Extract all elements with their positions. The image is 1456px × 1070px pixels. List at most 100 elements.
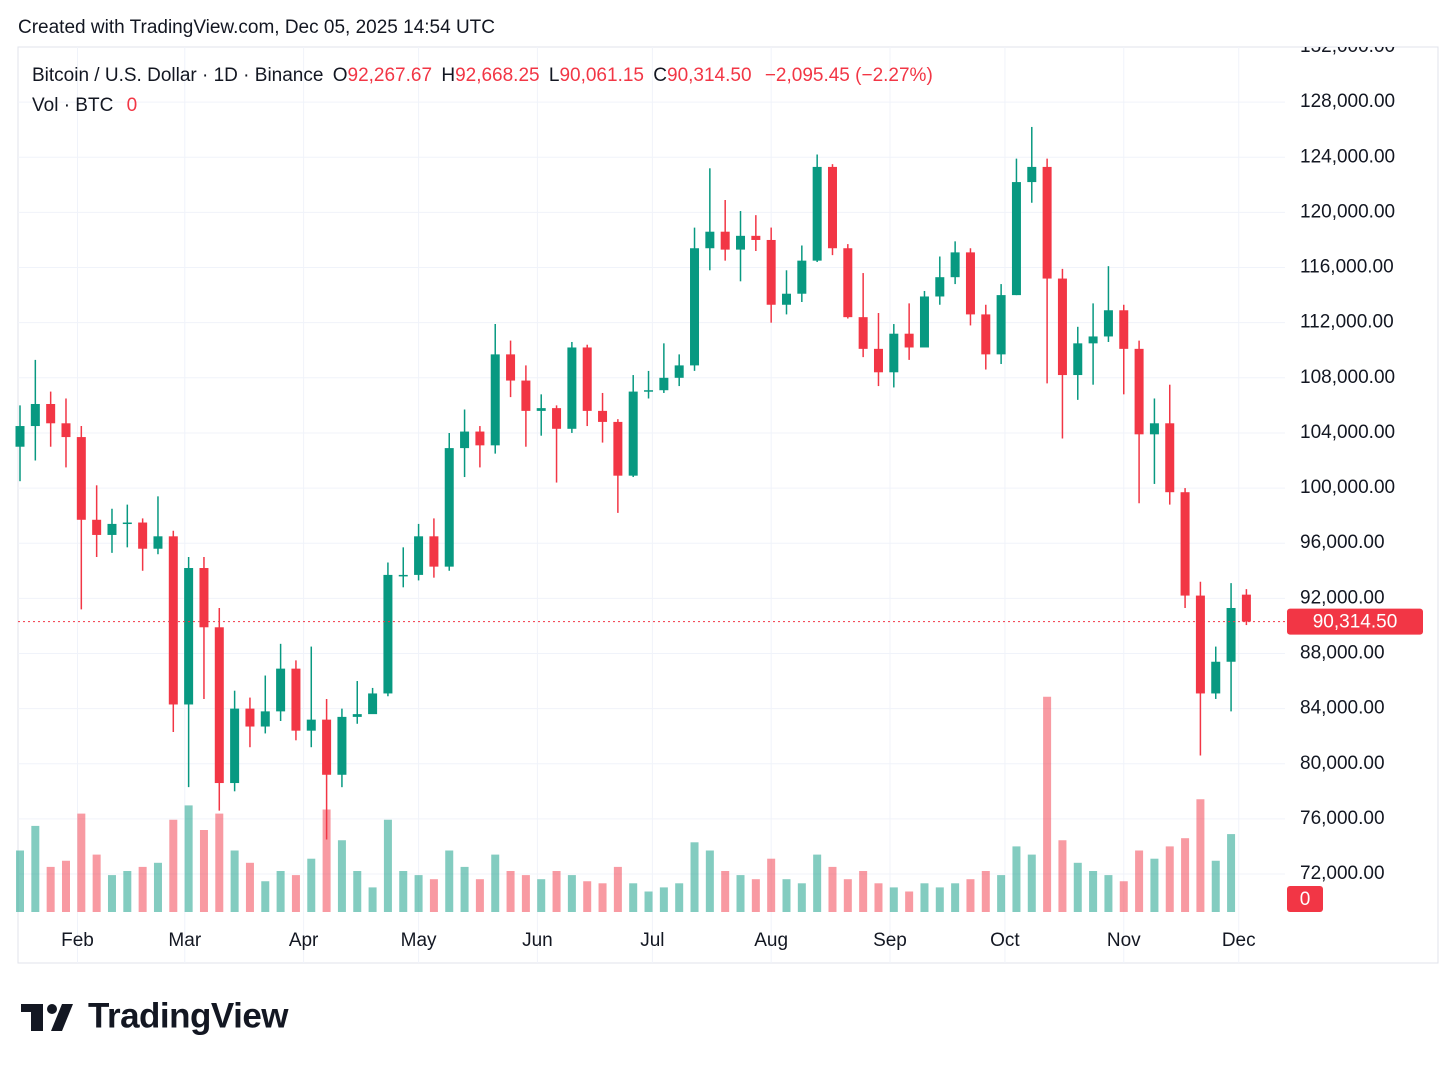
x-tick-label: Jun — [522, 930, 553, 951]
candle-body — [644, 390, 654, 392]
candle-body — [797, 260, 807, 294]
volume-bar — [966, 879, 975, 912]
volume-bar — [61, 860, 70, 912]
volume-bar — [981, 871, 990, 912]
volume-bar — [215, 813, 224, 912]
x-tick-label: Oct — [990, 930, 1020, 951]
volume-bar — [1089, 871, 1098, 912]
volume-bar — [813, 854, 822, 912]
y-tick-label: 84,000.00 — [1300, 698, 1385, 719]
volume-bar — [1165, 846, 1174, 912]
candle-body — [276, 668, 286, 712]
candle-body — [720, 231, 730, 250]
volume-bar — [644, 891, 653, 912]
ohlc-value: 90,314.50 — [667, 65, 752, 86]
y-tick-label: 80,000.00 — [1300, 753, 1385, 774]
volume-bar — [1196, 799, 1205, 912]
y-tick-label: 76,000.00 — [1300, 808, 1385, 829]
volume-bar — [460, 866, 469, 912]
candle-body — [291, 668, 301, 731]
volume-bar — [920, 883, 929, 912]
volume-bar — [828, 866, 837, 912]
y-tick-label: 128,000.00 — [1300, 91, 1395, 112]
legend-header: Bitcoin / U.S. Dollar · 1D · Binance O92… — [32, 65, 933, 86]
candle-body — [996, 295, 1006, 355]
volume-bar — [951, 883, 960, 912]
candle-body — [1119, 310, 1129, 349]
ohlc-value: 92,267.67 — [348, 65, 433, 86]
ohlc-prefix: L — [549, 65, 560, 86]
candle-body — [782, 293, 791, 305]
volume-bar — [675, 883, 684, 912]
candle-body — [230, 708, 240, 784]
candle-body — [199, 568, 209, 628]
candle-body — [904, 333, 914, 348]
volume-bar — [767, 858, 776, 912]
y-tick-label: 92,000.00 — [1300, 587, 1385, 608]
candle-body — [582, 347, 592, 411]
volume-bar — [445, 850, 454, 912]
volume-bar — [230, 850, 239, 912]
last-price-tag — [1287, 608, 1423, 635]
candle-body — [827, 166, 837, 249]
volume-bar — [1043, 696, 1052, 912]
y-tick-label: 100,000.00 — [1300, 477, 1395, 498]
candle-body — [460, 431, 470, 449]
candle-body — [138, 522, 148, 549]
volume-bar — [399, 871, 408, 912]
y-tick-label: 124,000.00 — [1300, 146, 1395, 167]
candle-body — [1103, 310, 1113, 337]
candle-body — [1134, 348, 1144, 435]
candle-body — [965, 252, 975, 315]
volume-bar — [859, 871, 868, 912]
volume-bar — [92, 854, 101, 912]
candle-body — [690, 248, 700, 366]
volume-title: Vol · BTC — [32, 95, 113, 116]
candle-body — [598, 410, 608, 422]
candle-body — [30, 403, 40, 427]
volume-bar — [276, 871, 285, 912]
volume-bar — [1211, 860, 1220, 912]
ohlc-value: 90,061.15 — [559, 65, 644, 86]
volume-bar — [153, 862, 162, 912]
candle-body — [444, 448, 454, 567]
candle-body — [260, 711, 270, 727]
candle-body — [1073, 343, 1083, 376]
candle-body — [184, 568, 194, 705]
volume-bar — [1181, 838, 1190, 912]
ohlc-prefix: C — [653, 65, 667, 86]
volume-bar — [721, 871, 730, 912]
volume-bar — [905, 891, 914, 912]
candle-body — [429, 536, 439, 567]
candle-body — [1226, 607, 1236, 662]
candle-body — [889, 333, 899, 373]
volume-bar — [583, 881, 592, 912]
volume-bar — [77, 813, 86, 912]
ohlc-value: 92,668.25 — [455, 65, 540, 86]
candle-body — [61, 423, 71, 438]
change: −2,095.45 (−2.27%) — [765, 65, 933, 86]
volume-bar — [16, 850, 24, 912]
candle-body — [1027, 166, 1037, 183]
volume-tag — [1287, 886, 1323, 912]
candle-body — [521, 380, 531, 411]
y-tick-label: 88,000.00 — [1300, 642, 1385, 663]
brand-logo: TradingView — [21, 996, 290, 1035]
candle-body — [567, 347, 577, 429]
volume-bar — [1027, 854, 1036, 912]
volume-bar — [567, 875, 576, 912]
volume-bar — [107, 875, 116, 912]
candle-body — [368, 693, 378, 715]
x-tick-label: Sep — [873, 930, 907, 951]
candle-body — [92, 519, 102, 535]
volume-bar — [245, 862, 254, 912]
volume-bar — [521, 875, 530, 912]
candle-body — [552, 408, 562, 429]
candle-body — [858, 317, 868, 349]
x-tick-label: Jul — [640, 930, 664, 951]
created-with: Created with TradingView.com, Dec 05, 20… — [18, 17, 495, 38]
candle-body — [766, 239, 776, 305]
candle-body — [1211, 661, 1221, 694]
candle-body — [490, 354, 500, 446]
